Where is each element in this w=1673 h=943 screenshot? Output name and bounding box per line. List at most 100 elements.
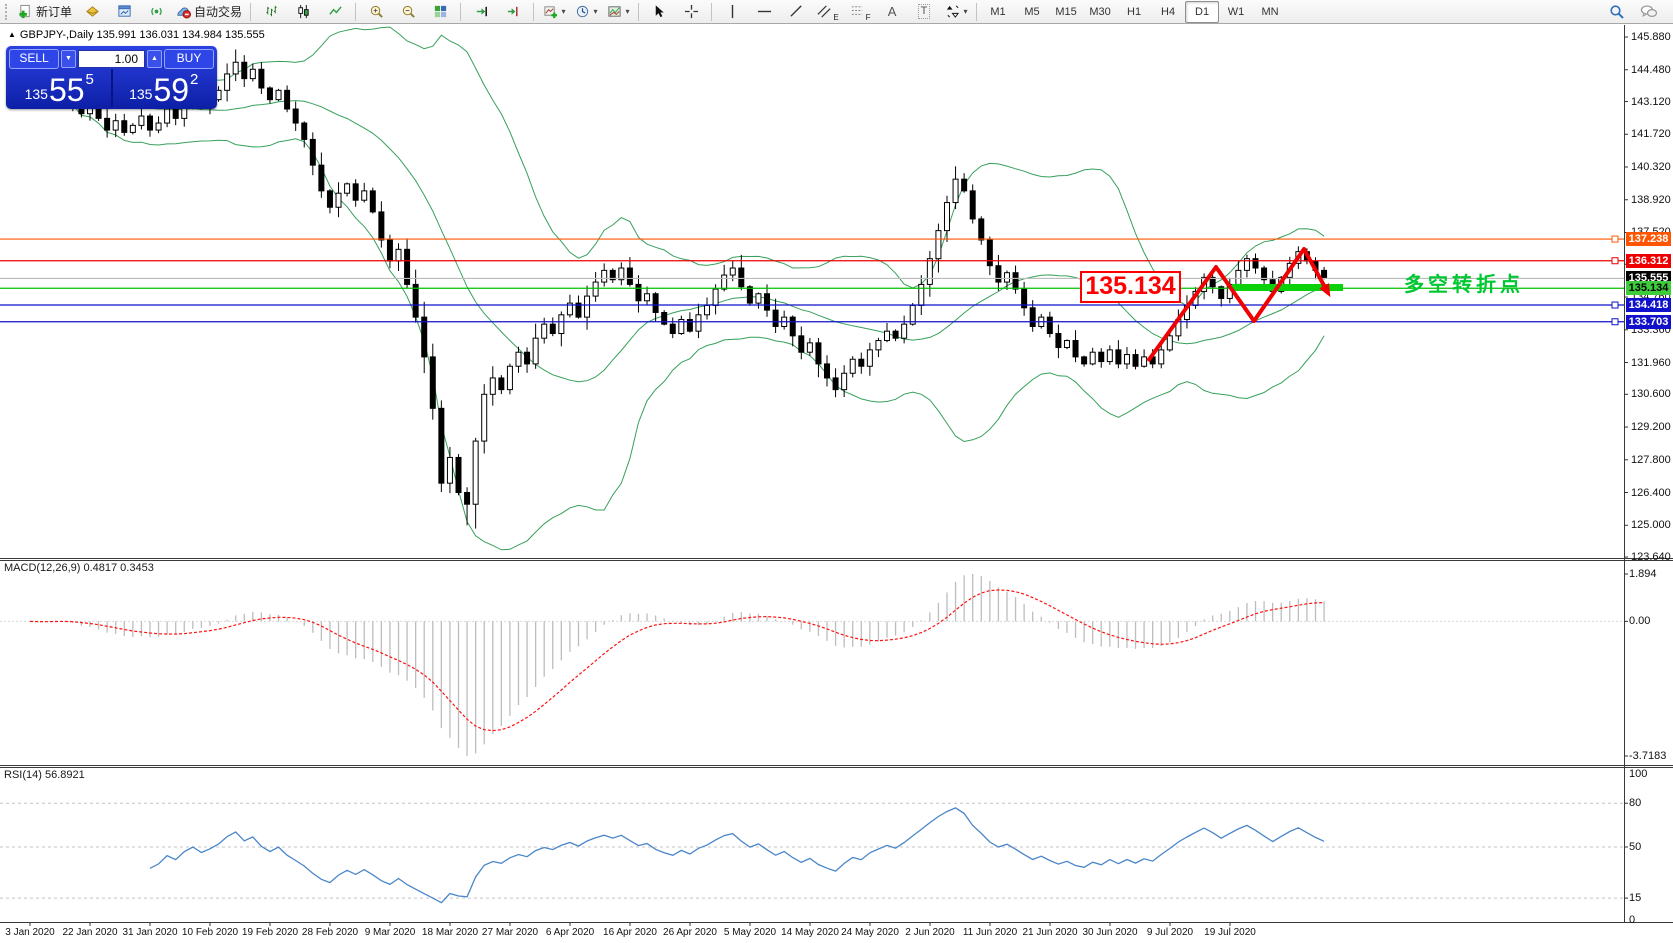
vertical-line-icon bbox=[731, 4, 733, 19]
candle-body bbox=[1012, 272, 1019, 290]
turning-point-text[interactable]: 多空转折点 bbox=[1404, 274, 1524, 296]
templates-button[interactable]: ▾ bbox=[602, 1, 634, 23]
volume-decrease-button[interactable]: ▼ bbox=[61, 50, 76, 68]
candle-body bbox=[755, 293, 762, 304]
bollinger-middle-band[interactable] bbox=[55, 84, 1325, 383]
bollinger-lower-band[interactable] bbox=[55, 97, 1325, 551]
collapse-panel-icon[interactable]: ▲ bbox=[8, 30, 16, 39]
timeframe-button-M15[interactable]: M15 bbox=[1055, 5, 1077, 18]
date-label: 22 Jan 2020 bbox=[62, 927, 118, 938]
candle-body bbox=[584, 295, 591, 318]
candle-body bbox=[764, 293, 771, 311]
chart-window-button[interactable] bbox=[108, 1, 140, 23]
toolbar-grip[interactable] bbox=[5, 3, 11, 20]
trendline-tool-button[interactable] bbox=[780, 1, 812, 23]
line-handle[interactable] bbox=[1611, 301, 1619, 309]
timeframe-button-MN[interactable]: MN bbox=[1261, 5, 1279, 18]
sell-price[interactable]: 135 55 5 bbox=[9, 69, 110, 107]
timeframe-button-W1[interactable]: W1 bbox=[1227, 5, 1245, 18]
new-order-button[interactable]: 新订单 bbox=[14, 1, 76, 23]
line-handle[interactable] bbox=[1611, 257, 1619, 265]
auto-scroll-button[interactable] bbox=[465, 1, 497, 23]
indicators-button[interactable]: ▾ bbox=[538, 1, 570, 23]
autotrading-button[interactable]: 自动交易 bbox=[172, 1, 246, 23]
tile-windows-button[interactable] bbox=[424, 1, 456, 23]
zoom-in-button[interactable] bbox=[360, 1, 392, 23]
candle-body bbox=[309, 138, 316, 166]
candle-body bbox=[1106, 349, 1113, 363]
search-button[interactable] bbox=[1601, 1, 1633, 23]
one-click-trade-panel: SELL ▼ 1.00 ▲ BUY 135 55 5 135 59 2 bbox=[6, 46, 217, 109]
price-tick-label: 141.720 bbox=[1631, 128, 1671, 141]
candle-body bbox=[746, 286, 753, 304]
line-handle[interactable] bbox=[1611, 318, 1619, 326]
candle-body bbox=[549, 323, 556, 335]
candle-body bbox=[1089, 351, 1096, 365]
fibonacci-tool-button[interactable]: F bbox=[844, 1, 876, 23]
trend-zigzag-arrow[interactable] bbox=[1146, 247, 1329, 363]
date-label: 10 Feb 2020 bbox=[181, 927, 239, 938]
candle-body bbox=[455, 456, 462, 494]
candle-body bbox=[249, 68, 256, 80]
chart-shift-button[interactable] bbox=[497, 1, 529, 23]
candle-body bbox=[326, 190, 333, 208]
sell-price-sup: 5 bbox=[85, 71, 94, 88]
arrows-tool-button[interactable]: ▾ bbox=[940, 1, 972, 23]
signals-button[interactable] bbox=[140, 1, 172, 23]
sell-price-big: 55 bbox=[48, 72, 85, 108]
price-tick-label: 144.480 bbox=[1631, 63, 1671, 76]
indicators-icon bbox=[543, 6, 557, 19]
date-label: 2 Jun 2020 bbox=[905, 927, 955, 938]
toolbar-separator bbox=[460, 2, 462, 21]
indicators-caret-icon: ▾ bbox=[561, 7, 566, 16]
rsi-line[interactable] bbox=[149, 807, 1325, 904]
line-handle[interactable] bbox=[1611, 235, 1619, 243]
arrows-caret-icon: ▾ bbox=[963, 7, 968, 16]
text-label-tool-button[interactable]: T bbox=[908, 1, 940, 23]
candle-body bbox=[318, 164, 325, 192]
line-chart-button[interactable] bbox=[319, 1, 351, 23]
candle-body bbox=[729, 267, 736, 276]
turning-point-highlight-bar[interactable] bbox=[1232, 284, 1343, 291]
timeframe-toolbar: M1 M5 M15 M30 H1 H4 D1 W1 MN bbox=[981, 0, 1287, 23]
buy-button[interactable]: BUY bbox=[164, 49, 214, 69]
candle-body bbox=[421, 316, 428, 358]
cursor-button[interactable] bbox=[643, 1, 675, 23]
candlestick-button[interactable] bbox=[287, 1, 319, 23]
periods-button[interactable]: ▾ bbox=[570, 1, 602, 23]
timeframe-button-M5[interactable]: M5 bbox=[1024, 5, 1040, 18]
crosshair-button[interactable] bbox=[675, 1, 707, 23]
timeframe-button-D1[interactable]: D1 bbox=[1185, 0, 1220, 23]
candle-body bbox=[266, 87, 273, 101]
candle-body bbox=[146, 115, 153, 131]
macd-signal-line[interactable] bbox=[29, 589, 1325, 732]
buy-price[interactable]: 135 59 2 bbox=[114, 69, 215, 107]
bar-chart-button[interactable] bbox=[255, 1, 287, 23]
timeframe-button-H4[interactable]: H4 bbox=[1161, 5, 1176, 18]
text-tool-button[interactable]: A bbox=[876, 1, 908, 23]
zoom-out-button[interactable] bbox=[392, 1, 424, 23]
vertical-line-tool-button[interactable] bbox=[716, 1, 748, 23]
price-annotation-box[interactable]: 135.134 bbox=[1080, 271, 1181, 303]
timeframe-button-M1[interactable]: M1 bbox=[990, 5, 1006, 18]
timeframe-button-H1[interactable]: H1 bbox=[1127, 5, 1142, 18]
timeframe-button-M30[interactable]: M30 bbox=[1089, 5, 1111, 18]
channel-tool-button[interactable]: E bbox=[812, 1, 844, 23]
sell-button[interactable]: SELL bbox=[9, 49, 59, 69]
horizontal-line-tool-button[interactable] bbox=[748, 1, 780, 23]
candle-body bbox=[1141, 356, 1148, 367]
chat-button[interactable] bbox=[1633, 1, 1665, 23]
candle-body bbox=[112, 120, 119, 131]
volume-input[interactable]: 1.00 bbox=[78, 50, 145, 68]
candle-body bbox=[1003, 272, 1010, 283]
metaeditor-button[interactable] bbox=[76, 1, 108, 23]
candle-body bbox=[489, 377, 496, 395]
candle-body bbox=[695, 314, 702, 332]
toolbar-separator bbox=[711, 2, 713, 21]
candle-body bbox=[609, 269, 616, 281]
price-tick-label: 143.120 bbox=[1631, 95, 1671, 108]
volume-increase-button[interactable]: ▲ bbox=[147, 50, 162, 68]
date-label: 18 Mar 2020 bbox=[421, 927, 479, 938]
